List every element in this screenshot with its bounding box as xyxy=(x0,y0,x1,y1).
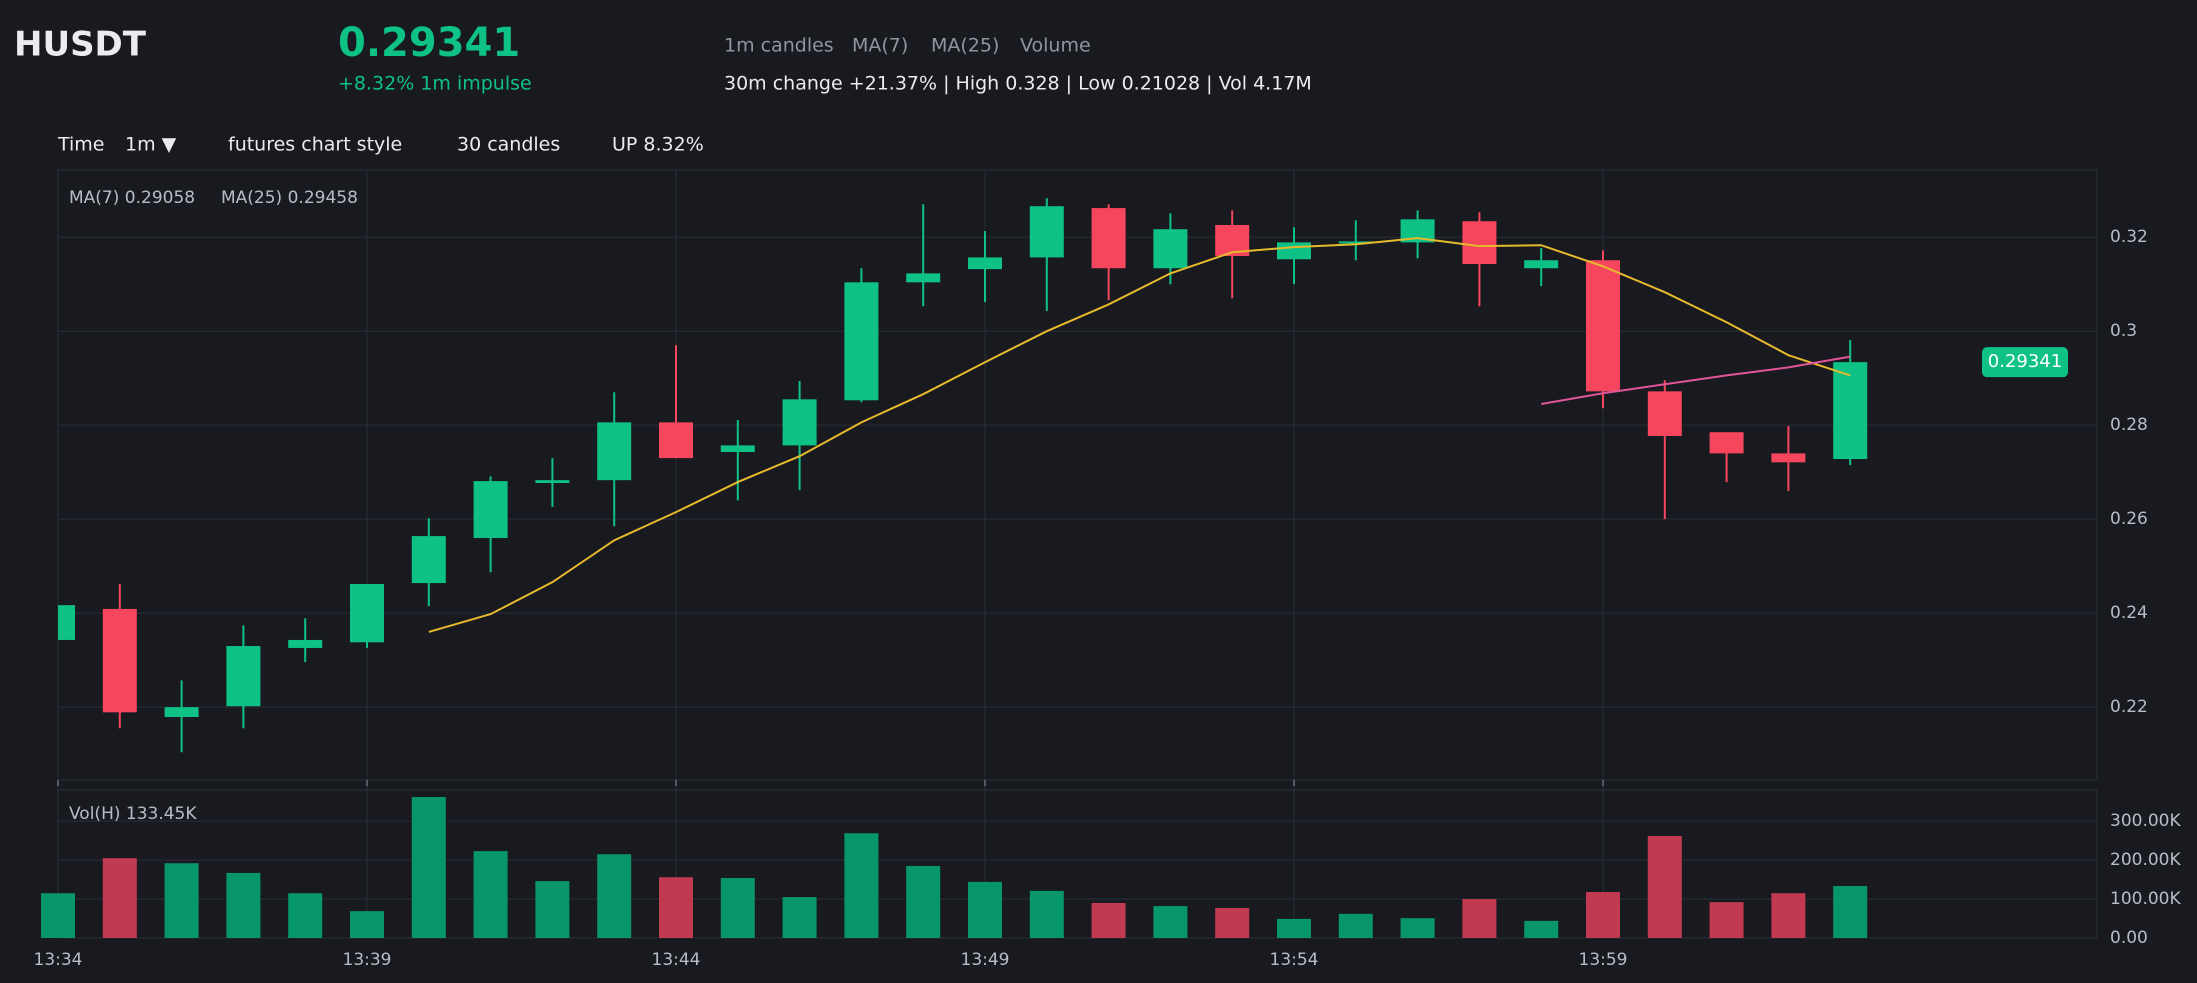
candle-body xyxy=(1400,219,1435,243)
candle-body xyxy=(1833,362,1868,460)
volume-tick-label: 0.00 xyxy=(2110,928,2148,948)
candle-body xyxy=(473,481,508,538)
volume-bar xyxy=(1462,899,1497,938)
y-tick-label: 0.22 xyxy=(2110,697,2148,717)
volume-bar xyxy=(1400,918,1435,938)
volume-tick-label: 100.00K xyxy=(2110,889,2181,909)
volume-bar xyxy=(1771,893,1806,938)
candle-body xyxy=(535,480,570,483)
y-tick-label: 0.32 xyxy=(2110,227,2148,247)
volume-bar xyxy=(1338,913,1373,938)
volume-bar xyxy=(226,872,261,938)
indicator: 1m candles xyxy=(724,35,834,57)
volume-bar xyxy=(1029,890,1064,938)
candle-body xyxy=(1586,260,1620,392)
price-tag-label: 0.29341 xyxy=(1988,351,2062,372)
volume-bar xyxy=(1524,920,1559,938)
volume-bar xyxy=(350,911,384,938)
volume-bar xyxy=(1586,892,1620,938)
candle-body xyxy=(1709,432,1744,454)
legend-entry: MA(7) 0.29058 xyxy=(69,188,195,208)
volume-bar xyxy=(906,865,941,938)
volume-tick-label: 300.00K xyxy=(2110,811,2181,831)
volume-bar xyxy=(1833,886,1868,938)
candle-body xyxy=(1524,260,1559,269)
style-button[interactable]: futures chart style xyxy=(228,134,402,156)
volume-bar xyxy=(1153,906,1188,938)
candle-body xyxy=(968,257,1002,270)
volume-bar xyxy=(1709,902,1744,938)
x-tick-label: 13:34 xyxy=(34,950,83,970)
x-tick-label: 13:59 xyxy=(1579,950,1628,970)
summary: 30m change +21.37% | High 0.328 | Low 0.… xyxy=(724,73,1312,95)
volume-bar xyxy=(164,863,199,938)
y-tick-label: 0.28 xyxy=(2110,415,2148,435)
volume-bar xyxy=(1091,902,1126,938)
candle-body xyxy=(844,282,879,401)
candle-body xyxy=(659,422,693,459)
indicator: MA(7) xyxy=(852,35,908,57)
volume-bar xyxy=(659,877,693,938)
candle-body xyxy=(102,608,137,713)
candle-body xyxy=(720,445,755,452)
candle-body xyxy=(411,536,446,584)
volume-bar xyxy=(782,897,817,938)
volume-bar xyxy=(102,858,137,938)
indicator: MA(25) xyxy=(931,35,999,57)
candle-body xyxy=(1338,241,1373,244)
candle-body xyxy=(164,707,199,718)
volume-bar xyxy=(1647,835,1682,938)
candle-body xyxy=(597,422,632,481)
volume-bar xyxy=(288,893,323,938)
ma-line xyxy=(428,237,1851,633)
candles xyxy=(58,198,1868,753)
candle-body xyxy=(1277,242,1311,260)
volume-bar xyxy=(1277,918,1311,938)
price-tag xyxy=(1982,347,2068,378)
volume-bar xyxy=(968,881,1002,938)
candle-body xyxy=(1647,391,1682,436)
volume-tick-label: 200.00K xyxy=(2110,850,2181,870)
candle-body xyxy=(1153,229,1188,269)
volume-bar xyxy=(844,833,879,938)
candle-count: 30 candles xyxy=(457,134,560,156)
price: 0.29341 xyxy=(338,20,520,66)
y-tick-label: 0.3 xyxy=(2110,321,2137,341)
volume-bar xyxy=(535,881,570,938)
candle-body xyxy=(350,584,384,643)
y-tick-label: 0.26 xyxy=(2110,509,2148,529)
volume-bar xyxy=(1215,908,1250,938)
x-tick-label: 13:49 xyxy=(961,950,1010,970)
volume-bar xyxy=(41,893,75,938)
volume-bar xyxy=(597,854,632,938)
candle-body xyxy=(226,646,261,707)
x-tick-label: 13:54 xyxy=(1270,950,1319,970)
x-tick-label: 13:44 xyxy=(652,950,701,970)
x-tick-label: 13:39 xyxy=(343,950,392,970)
time-label: Time xyxy=(57,134,105,156)
impulse: +8.32% 1m impulse xyxy=(338,73,532,95)
volume-bar xyxy=(720,878,755,938)
candle-body xyxy=(906,273,941,283)
legend-entry: MA(25) 0.29458 xyxy=(221,188,358,208)
symbol: HUSDT xyxy=(14,25,147,65)
y-tick-label: 0.24 xyxy=(2110,603,2148,623)
candle-body xyxy=(1091,208,1126,269)
interval-select[interactable]: 1m ▼ xyxy=(125,134,177,156)
candle-body xyxy=(1462,221,1497,264)
candle-body xyxy=(1771,453,1806,463)
candle-body xyxy=(782,399,817,446)
volume-label: Vol(H) 133.45K xyxy=(69,804,197,824)
candle-body xyxy=(1029,206,1064,258)
indicator: Volume xyxy=(1020,35,1091,57)
candle-body xyxy=(58,605,75,640)
volume-bar xyxy=(473,851,508,938)
volume-bar xyxy=(411,797,446,938)
candle-body xyxy=(288,639,323,648)
ma-line xyxy=(1541,355,1851,406)
direction: UP 8.32% xyxy=(612,134,704,156)
